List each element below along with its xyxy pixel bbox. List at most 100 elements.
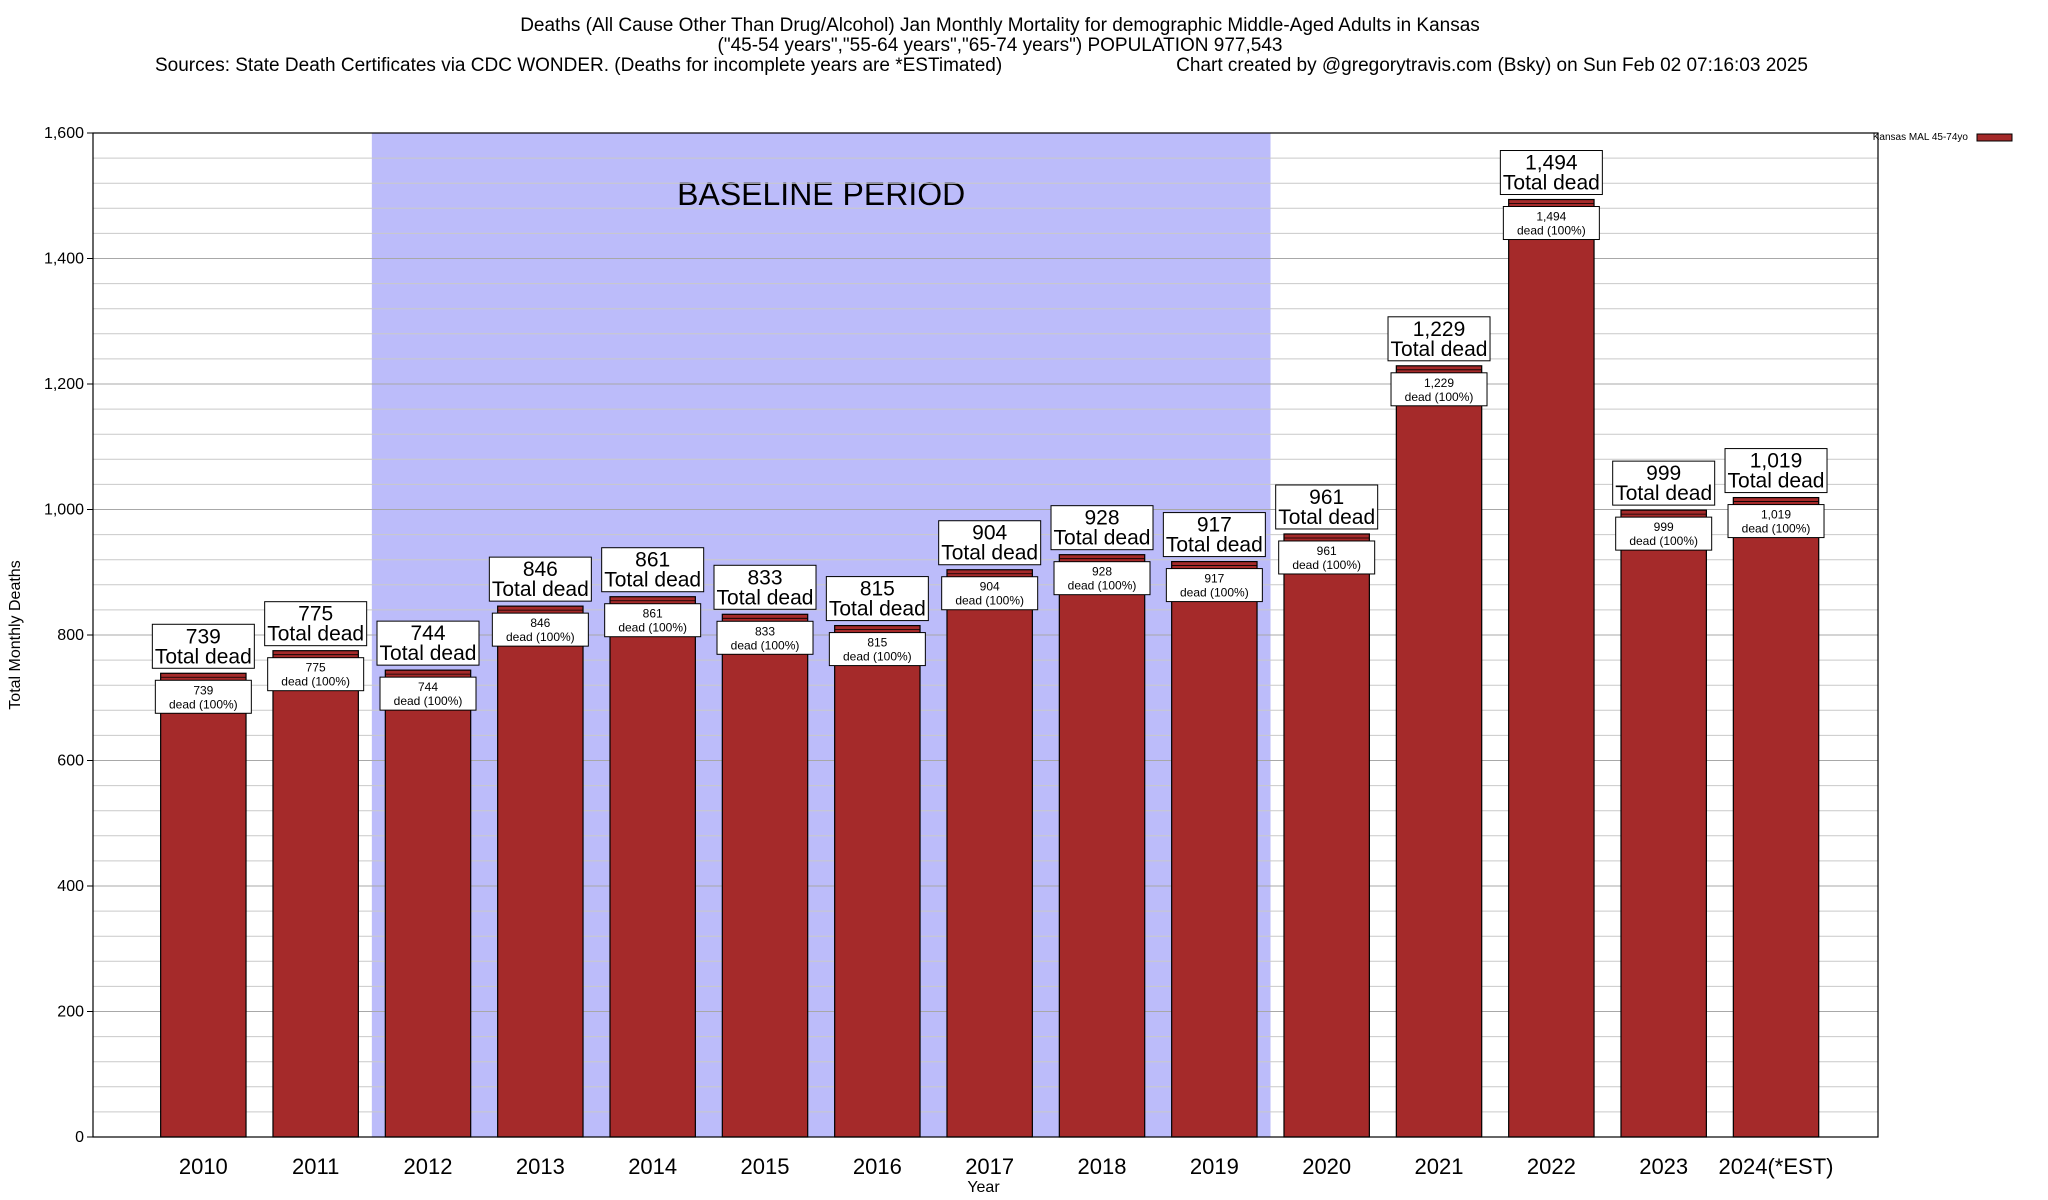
bars-group [160, 198, 1820, 1138]
x-tick-label: 2012 [404, 1154, 453, 1179]
x-tick-label: 2014 [628, 1154, 677, 1179]
inner-value-label: 961 [1317, 544, 1337, 558]
inner-label-box [1615, 516, 1713, 551]
bar-body [1171, 560, 1258, 1138]
legend-swatch [1976, 133, 2013, 142]
inner-percent-label: dead (100%) [1180, 586, 1249, 600]
outer-value-label: 744 [410, 622, 445, 645]
axes-group: 2010 2011 2012 2013 2014 2015 2016 2017 2018 2019… [44, 125, 1879, 1179]
inner-percent-label: dead (100%) [955, 594, 1024, 608]
chart-sources-text: Sources: State Death Certificates via CD… [155, 55, 1002, 76]
outer-total-label: Total dead [380, 642, 477, 665]
y-axis-label: Total Monthly Deaths [7, 560, 24, 709]
chart-title-group: Deaths (All Cause Other Than Drug/Alcoho… [155, 15, 1808, 76]
y-tick-label: 1,200 [44, 376, 84, 393]
outer-total-label: Total dead [1503, 172, 1600, 195]
outer-value-label: 917 [1197, 514, 1232, 537]
inner-value-label: 744 [418, 680, 438, 694]
bar-2017 [946, 569, 1033, 1138]
outer-total-label: Total dead [1278, 506, 1375, 529]
bar-body [272, 650, 359, 1138]
bar-2010 [160, 672, 247, 1138]
outer-label-box [1499, 150, 1603, 196]
inner-percent-label: dead (100%) [618, 621, 687, 635]
bar-2023 [1620, 509, 1707, 1138]
bar-body [946, 569, 1033, 1138]
bar-2021 [1395, 365, 1483, 1138]
inner-label-box [154, 679, 252, 714]
inner-value-label: 861 [643, 607, 663, 621]
bar-2024(*EST) [1732, 496, 1820, 1138]
chart-title-line-2: ("45-54 years","55-64 years","65-74 year… [718, 35, 1283, 56]
x-axis-label: Year [967, 1179, 1000, 1196]
x-tick-label: 2022 [1527, 1154, 1576, 1179]
bar-body [1283, 533, 1370, 1138]
inner-label-box [828, 632, 926, 667]
inner-value-label: 833 [755, 624, 775, 638]
bar-2011 [272, 650, 359, 1138]
bar-body [834, 624, 921, 1138]
outer-label-box [1162, 512, 1266, 558]
x-tick-label: 2018 [1078, 1154, 1127, 1179]
outer-value-label: 999 [1646, 462, 1681, 485]
x-tick-label: 2010 [179, 1154, 228, 1179]
legend-entry-label: Kansas MAL 45-74yo [1873, 132, 1969, 143]
inner-value-label: 775 [306, 661, 326, 675]
bar-2015 [721, 613, 809, 1138]
x-tick-label: 2019 [1190, 1154, 1239, 1179]
inner-value-label: 1,494 [1536, 210, 1566, 224]
y-tick-label: 1,000 [44, 502, 84, 519]
inner-label-box [491, 612, 589, 647]
outer-label-box [938, 520, 1042, 566]
outer-total-label: Total dead [717, 586, 814, 609]
outer-total-label: Total dead [1166, 534, 1263, 557]
bar-2014 [609, 596, 696, 1138]
bar-body [160, 672, 247, 1138]
outer-label-box [1275, 484, 1379, 530]
inner-value-label: 1,229 [1424, 376, 1454, 390]
inner-percent-label: dead (100%) [394, 694, 463, 708]
outer-label-box [825, 576, 929, 622]
x-tick-label: 2015 [741, 1154, 790, 1179]
inner-value-label: 917 [1204, 572, 1224, 586]
bar-2019 [1171, 560, 1258, 1138]
y-tick-label: 400 [57, 878, 84, 895]
inner-value-label: 999 [1654, 520, 1674, 534]
outer-value-label: 928 [1084, 507, 1119, 530]
bar-body [1058, 554, 1146, 1138]
outer-total-label: Total dead [155, 645, 252, 668]
x-tick-label: 2024(*EST) [1719, 1154, 1834, 1179]
outer-total-label: Total dead [267, 623, 364, 646]
inner-percent-label: dead (100%) [1068, 579, 1137, 593]
outer-label-box [601, 547, 705, 593]
chart-title-line-1: Deaths (All Cause Other Than Drug/Alcoho… [520, 15, 1480, 36]
inner-label-box [1165, 568, 1263, 603]
outer-total-label: Total dead [1391, 338, 1488, 361]
inner-percent-label: dead (100%) [1742, 522, 1811, 536]
inner-percent-label: dead (100%) [281, 675, 350, 689]
bar-2018 [1058, 554, 1146, 1138]
x-tick-label: 2013 [516, 1154, 565, 1179]
outer-value-label: 1,229 [1413, 318, 1466, 341]
inner-percent-label: dead (100%) [731, 638, 800, 652]
inner-value-label: 846 [530, 616, 550, 630]
outer-value-label: 846 [523, 558, 558, 581]
outer-value-label: 815 [860, 578, 895, 601]
inner-label-box [1502, 206, 1600, 241]
outer-value-label: 1,494 [1525, 152, 1578, 175]
x-tick-label: 2021 [1415, 1154, 1464, 1179]
outer-value-label: 1,019 [1750, 450, 1803, 473]
inner-label-box [941, 576, 1039, 611]
y-tick-label: 800 [57, 627, 84, 644]
x-tick-label: 2016 [853, 1154, 902, 1179]
inner-percent-label: dead (100%) [506, 630, 575, 644]
outer-total-label: Total dead [941, 542, 1038, 565]
y-tick-label: 0 [75, 1129, 84, 1146]
outer-total-label: Total dead [1054, 527, 1151, 550]
y-tick-label: 1,600 [44, 125, 84, 142]
bar-2013 [497, 605, 584, 1138]
outer-label-box [376, 620, 480, 666]
